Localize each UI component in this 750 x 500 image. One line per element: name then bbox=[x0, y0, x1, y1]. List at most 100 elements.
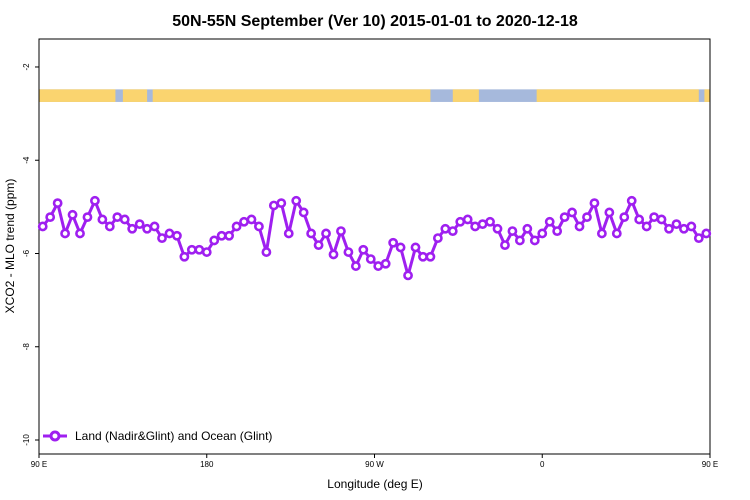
data-point bbox=[418, 251, 428, 262]
data-point bbox=[477, 219, 488, 230]
landmask-band bbox=[39, 89, 710, 102]
data-point bbox=[45, 212, 56, 223]
data-point bbox=[604, 207, 615, 218]
data-point bbox=[172, 230, 182, 241]
data-point bbox=[127, 223, 138, 234]
legend-label: Land (Nadir&Glint) and Ocean (Glint) bbox=[75, 429, 272, 443]
data-point bbox=[343, 247, 354, 257]
data-point bbox=[500, 240, 510, 251]
data-point bbox=[507, 226, 518, 237]
data-point bbox=[97, 214, 108, 225]
data-point bbox=[485, 216, 495, 227]
series-land-ocean bbox=[37, 195, 712, 281]
data-point bbox=[52, 198, 63, 209]
x-axis-label: Longitude (deg E) bbox=[327, 477, 422, 491]
land-segment-3 bbox=[452, 89, 479, 102]
data-point bbox=[492, 223, 503, 234]
data-point bbox=[552, 226, 563, 237]
x-tick-label-1: 180 bbox=[200, 460, 214, 469]
data-point bbox=[246, 214, 257, 225]
data-point bbox=[254, 221, 264, 232]
data-point bbox=[164, 228, 175, 239]
land-segment-4 bbox=[536, 89, 699, 102]
data-point bbox=[119, 214, 130, 225]
data-point bbox=[455, 216, 466, 227]
data-point bbox=[514, 235, 525, 246]
data-point bbox=[440, 223, 451, 234]
data-point bbox=[582, 212, 592, 223]
data-point bbox=[656, 214, 667, 225]
data-point bbox=[611, 228, 622, 239]
x-axis: 90 E 180 90 W 0 90 E bbox=[31, 454, 718, 469]
data-point bbox=[209, 235, 220, 246]
data-point bbox=[276, 198, 287, 209]
data-point bbox=[224, 230, 235, 241]
data-point bbox=[447, 226, 458, 237]
x-tick-label-2: 90 W bbox=[365, 460, 384, 469]
x-tick-label-0: 90 E bbox=[31, 460, 47, 469]
data-point bbox=[291, 195, 302, 206]
land-segment-0 bbox=[39, 89, 116, 102]
data-point bbox=[336, 226, 346, 237]
data-point bbox=[75, 228, 85, 239]
data-point bbox=[328, 249, 339, 260]
data-point bbox=[149, 221, 160, 232]
y-tick-label-1: -4 bbox=[22, 156, 31, 164]
legend-circle-marker bbox=[49, 430, 61, 442]
data-point bbox=[37, 221, 48, 232]
data-point bbox=[641, 221, 652, 232]
y-tick-label-0: -2 bbox=[22, 63, 31, 71]
data-point bbox=[544, 216, 555, 227]
data-point bbox=[268, 200, 279, 211]
data-point bbox=[559, 212, 570, 223]
data-point bbox=[403, 270, 413, 281]
data-point bbox=[90, 195, 100, 206]
y-axis-label: XCO2 - MLO trend (ppm) bbox=[3, 179, 17, 314]
data-point bbox=[67, 209, 78, 220]
y-tick-label-2: -6 bbox=[22, 249, 31, 257]
data-point bbox=[664, 223, 674, 234]
data-point bbox=[626, 195, 637, 206]
data-point bbox=[596, 228, 607, 239]
y-tick-label-4: -10 bbox=[22, 434, 31, 446]
legend: Land (Nadir&Glint) and Ocean (Glint) bbox=[43, 429, 272, 443]
data-point bbox=[649, 212, 659, 223]
data-point bbox=[410, 242, 421, 253]
data-point bbox=[104, 221, 115, 232]
data-point bbox=[425, 251, 436, 262]
data-point bbox=[134, 219, 145, 230]
data-point bbox=[395, 242, 406, 253]
data-point bbox=[462, 214, 473, 225]
land-segment-1 bbox=[122, 89, 148, 102]
x-tick-label-4: 90 E bbox=[702, 460, 718, 469]
data-point bbox=[231, 221, 242, 232]
data-point bbox=[201, 247, 212, 257]
data-point bbox=[261, 247, 272, 257]
data-point bbox=[693, 233, 704, 244]
data-point bbox=[194, 244, 205, 255]
x-tick-label-3: 0 bbox=[540, 460, 545, 469]
land-segment-2 bbox=[152, 89, 431, 102]
data-point bbox=[142, 223, 153, 234]
data-point bbox=[82, 212, 93, 223]
data-point bbox=[701, 228, 712, 239]
data-point bbox=[365, 254, 376, 264]
data-point bbox=[186, 244, 197, 255]
data-point bbox=[298, 207, 309, 218]
data-point bbox=[679, 223, 689, 234]
data-point bbox=[283, 228, 294, 239]
data-point bbox=[529, 235, 540, 246]
data-point bbox=[60, 228, 70, 239]
data-point bbox=[321, 228, 331, 239]
data-point bbox=[567, 207, 577, 218]
data-point bbox=[522, 223, 533, 234]
y-tick-label-3: -8 bbox=[22, 343, 31, 351]
data-point bbox=[350, 261, 361, 271]
data-point bbox=[313, 240, 324, 251]
data-point bbox=[619, 212, 630, 223]
land-segment-5 bbox=[704, 89, 710, 102]
data-point bbox=[112, 212, 123, 223]
data-point bbox=[686, 221, 697, 232]
data-point bbox=[388, 237, 399, 248]
